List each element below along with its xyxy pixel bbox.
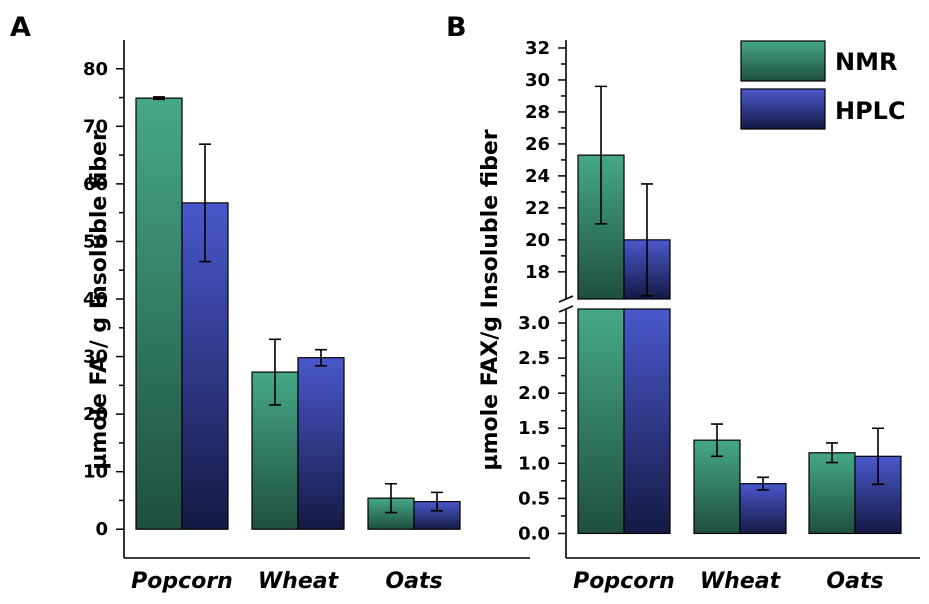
panel-b-error-bar-wheat-hplc [757,476,769,491]
panel-b-category-label-wheat: Wheat [700,569,782,594]
panel-b-error-bars [595,85,884,491]
panel-a-category-label-wheat: Wheat [258,569,340,594]
panel-b-bar-oats-nmr [808,452,856,535]
panel-a-bars [135,97,461,530]
panel-a-letter: A [10,12,31,43]
legend-nmr-label: NMR [835,48,897,76]
panel-b-bars [577,154,902,535]
panel-b-y-axis-title: µmole FAX/g Insoluble fiber [478,129,503,470]
panel-b-lower-y-tick-label-5: 2.5 [518,348,550,369]
panel-b-lower-y-tick-label-1: 0.5 [518,488,550,509]
panel-a-y-ticks: 0 10 20 30 40 50 60 70 80 [83,59,124,540]
panel-a-y-tick-label-4: 40 [83,289,108,310]
panel-a-error-bar-wheat-hplc [315,348,327,367]
panel-a-y-tick-label-3: 30 [83,347,108,368]
panel-b-lower-y-tick-label-3: 1.5 [518,418,550,439]
panel-a-chart: A µmole FA / g Insoluble fiber 0 10 20 30 40… [10,12,530,594]
panel-b-y-ticks: 0.0 0.5 1.0 1.5 2.0 2.5 3.0 18 20 22 24 26 28 30 32 [518,38,566,544]
panel-a-category-label-oats: Oats [385,569,442,594]
panel-a-y-tick-label-2: 20 [83,404,108,425]
panel-a-bar-oats-nmr [367,497,415,530]
panel-b-error-bar-oats-hplc [872,427,884,486]
panel-a-error-bar-oats-nmr [385,482,397,514]
panel-b-lower-y-tick-label-2: 1.0 [518,453,550,474]
panel-b-bar-wheat-hplc [739,483,787,535]
panel-b-upper-y-tick-label-2: 22 [525,198,550,219]
panel-a-category-label-popcorn: Popcorn [131,569,233,594]
panel-b-upper-y-tick-label-6: 30 [525,70,550,91]
panel-a-y-tick-label-1: 10 [83,462,108,483]
panel-a-category-labels: Popcorn Wheat Oats [131,569,442,594]
panel-a-error-bar-popcorn-hplc [199,143,211,263]
panel-a-bar-wheat-hplc [297,357,345,530]
panel-a-y-tick-label-0: 0 [95,519,108,540]
legend-hplc-swatch [740,88,826,130]
panel-b-upper-y-tick-label-7: 32 [525,38,550,59]
panel-a-error-bar-wheat-nmr [269,338,281,406]
panel-b-axis-break-mark-top [558,295,574,303]
panel-b-upper-y-tick-label-4: 26 [525,134,550,155]
panel-b-error-bar-oats-nmr [826,442,838,464]
panel-a-bar-popcorn-nmr [135,97,183,530]
panel-b-lower-y-tick-label-6: 3.0 [518,313,550,334]
panel-b-bar-popcorn-hplc-lower [623,308,671,535]
panel-a-y-axis-title: µmole FA / g Insoluble fiber [87,130,112,470]
panel-b-error-bar-popcorn-nmr [595,85,607,225]
panel-b-bar-popcorn-nmr-lower [577,308,625,535]
panel-b-upper-y-tick-label-3: 24 [525,166,550,187]
panel-a-y-tick-label-5: 50 [83,231,108,252]
panel-a-y-tick-label-6: 60 [83,174,108,195]
legend: NMR HPLC [740,40,906,130]
panel-b-upper-y-tick-label-1: 20 [525,230,550,251]
panel-b-lower-y-tick-label-4: 2.0 [518,383,550,404]
panel-b-error-bar-wheat-nmr [711,423,723,458]
panel-b-letter: B [446,12,467,43]
panel-b-category-label-popcorn: Popcorn [573,569,675,594]
panel-b-upper-y-tick-label-0: 18 [525,262,550,283]
panel-a-error-bars [153,96,443,514]
panel-b-upper-y-tick-label-5: 28 [525,102,550,123]
panel-a-error-bar-popcorn-nmr [153,96,165,101]
panel-b-error-bar-popcorn-hplc [641,183,653,297]
panel-a-error-bar-oats-hplc [431,491,443,512]
panel-a-y-tick-label-8: 80 [83,59,108,80]
legend-hplc-label: HPLC [835,97,906,125]
panel-b-chart: B µmole FAX/g Insoluble fiber 0.0 0.5 1.0 1… [446,12,920,594]
panel-a-y-tick-label-7: 70 [83,116,108,137]
panel-b-category-labels: Popcorn Wheat Oats [573,569,883,594]
panel-b-lower-y-tick-label-0: 0.0 [518,523,550,544]
legend-nmr-swatch [740,40,826,82]
panel-b-category-label-oats: Oats [826,569,883,594]
panel-b-axis-break-mark-bottom [558,305,574,313]
